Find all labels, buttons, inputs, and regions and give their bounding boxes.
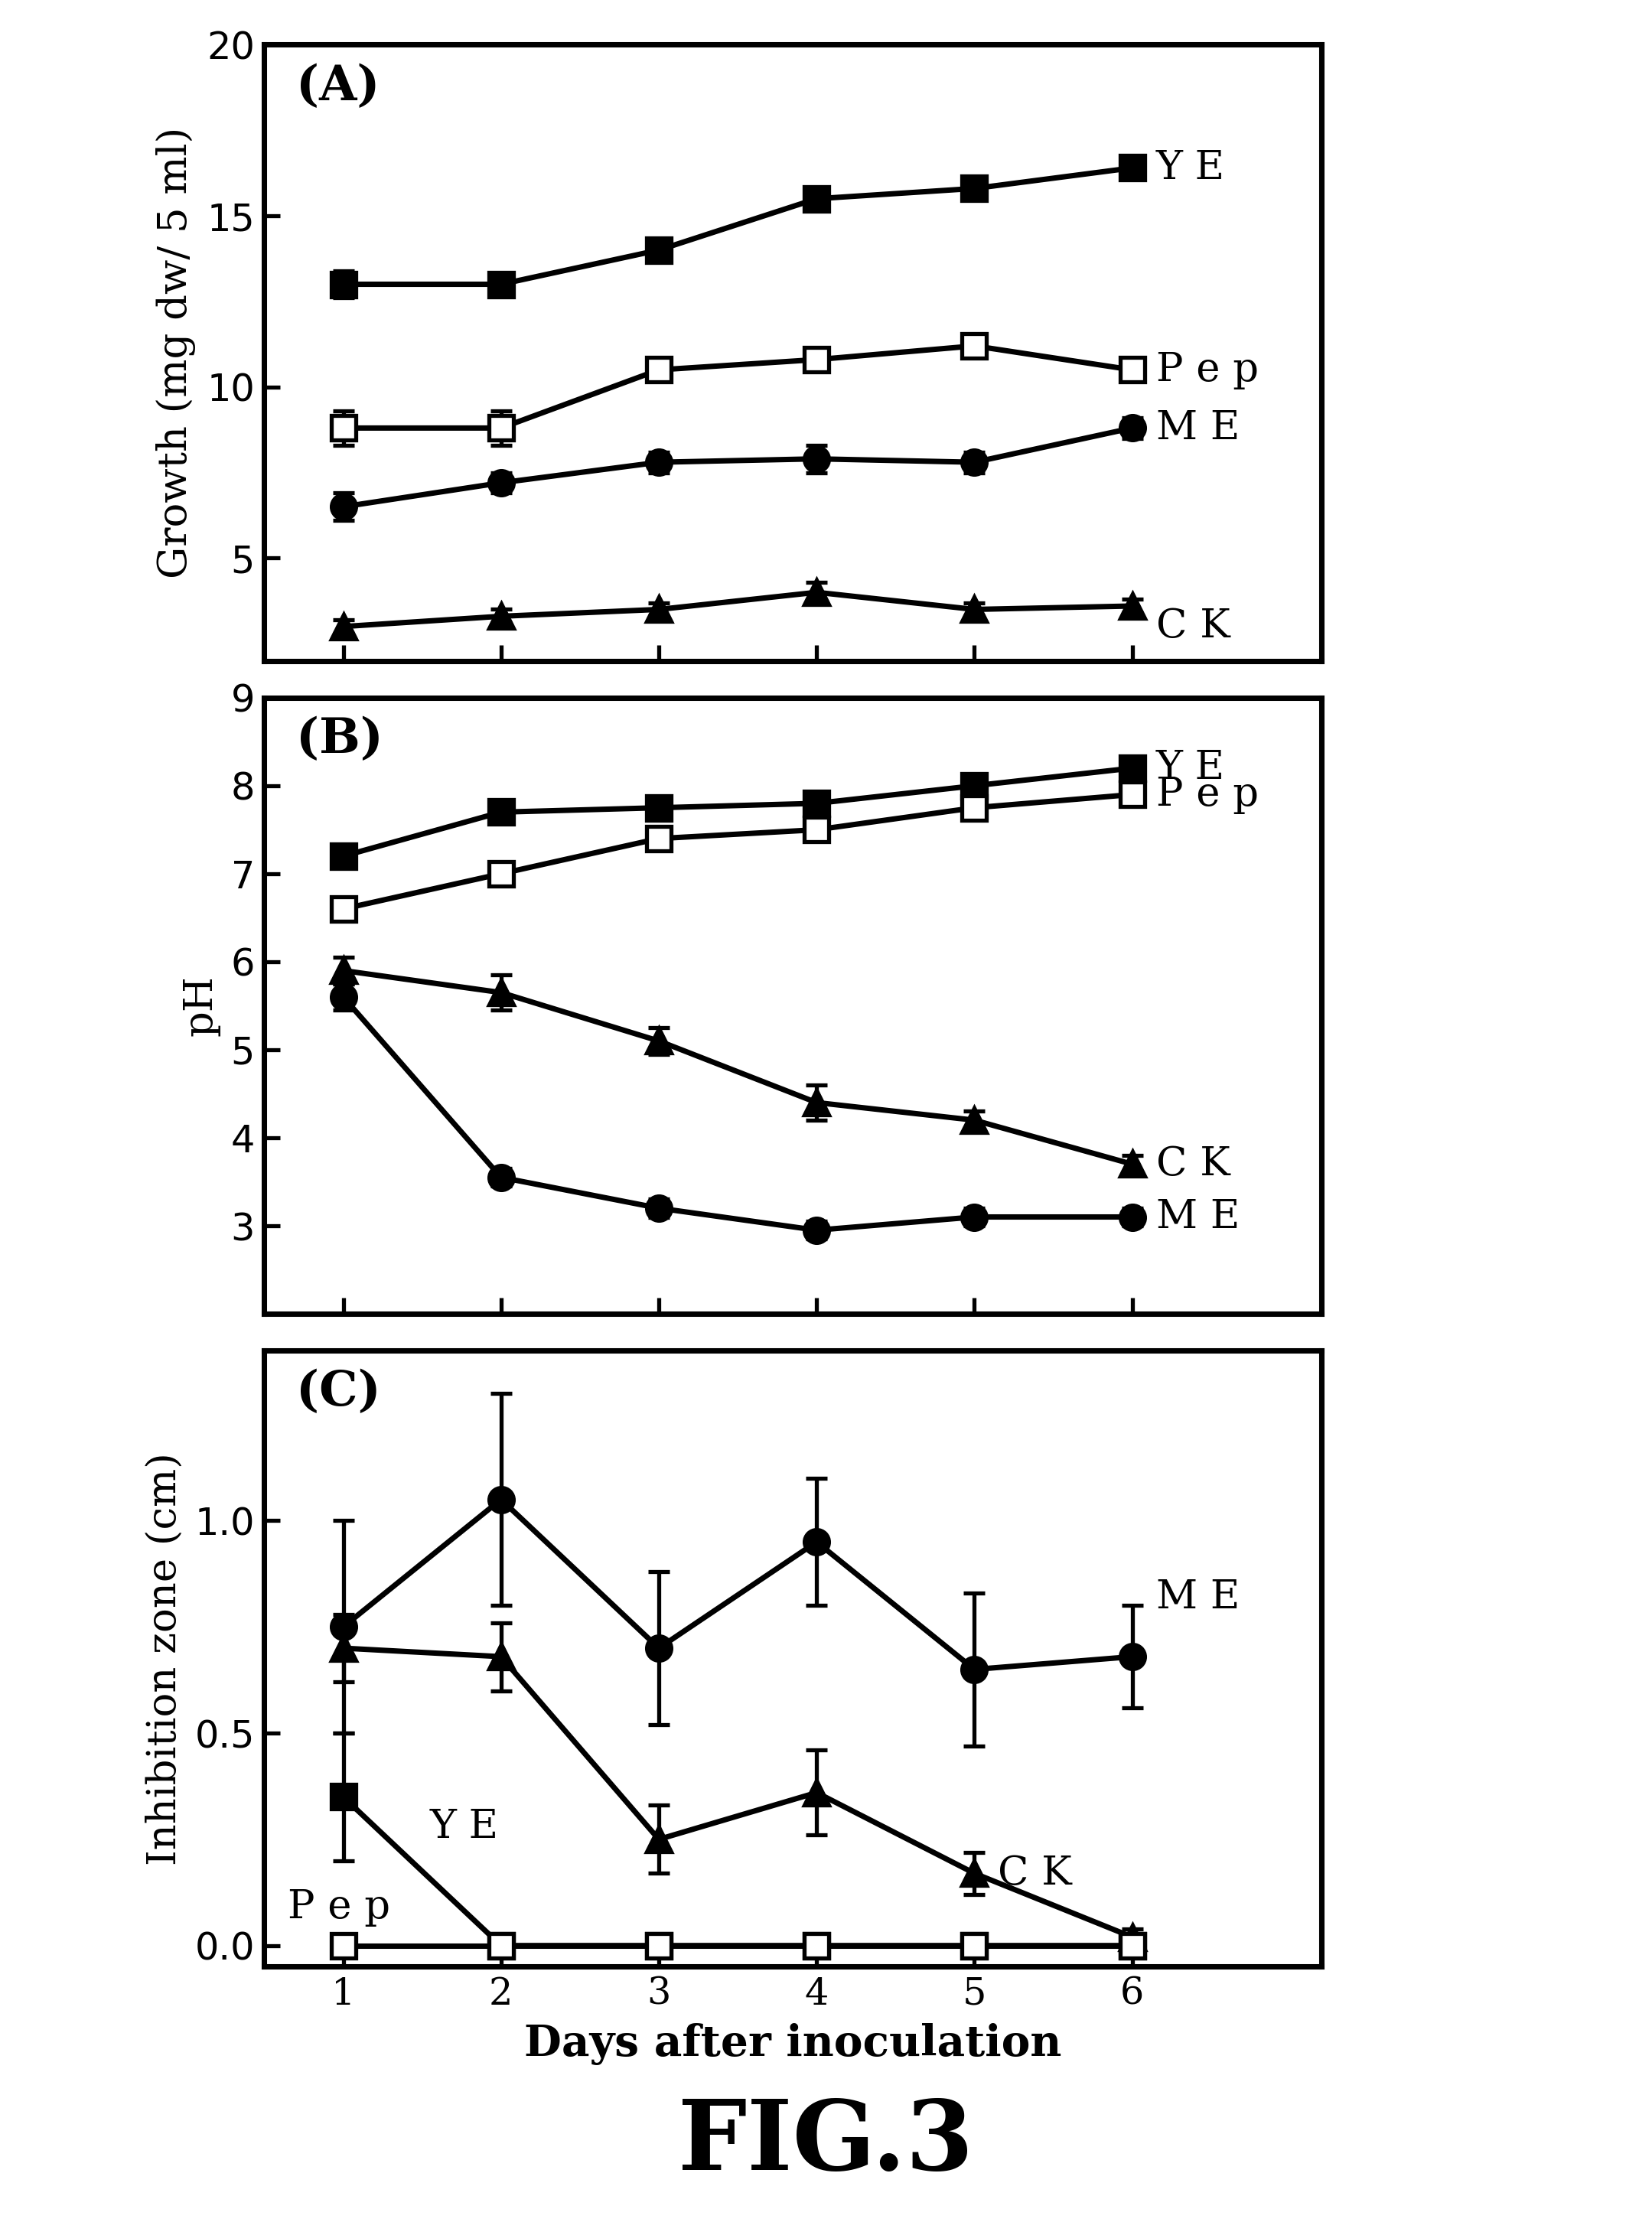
Y-axis label: Inhibition zone (cm): Inhibition zone (cm)	[145, 1453, 183, 1866]
Text: Y E: Y E	[1156, 148, 1224, 188]
Y-axis label: pH: pH	[182, 974, 220, 1037]
Text: (C): (C)	[296, 1370, 380, 1417]
Text: P e p: P e p	[1156, 776, 1259, 814]
Text: FIG.3: FIG.3	[679, 2096, 973, 2190]
Text: M E: M E	[1156, 1198, 1239, 1236]
Text: (A): (A)	[296, 63, 380, 110]
Text: M E: M E	[1156, 1578, 1239, 1616]
Text: P e p: P e p	[287, 1889, 390, 1927]
Text: C K: C K	[998, 1853, 1072, 1893]
Text: Y E: Y E	[430, 1808, 499, 1846]
Text: Y E: Y E	[1156, 749, 1224, 787]
Text: P e p: P e p	[1156, 351, 1259, 389]
X-axis label: Days after inoculation: Days after inoculation	[524, 2023, 1062, 2065]
Text: C K: C K	[1156, 608, 1231, 646]
Text: M E: M E	[1156, 409, 1239, 447]
Text: (B): (B)	[296, 715, 383, 762]
Text: C K: C K	[1156, 1144, 1231, 1185]
Y-axis label: Growth (mg dw/ 5 ml): Growth (mg dw/ 5 ml)	[157, 127, 197, 579]
